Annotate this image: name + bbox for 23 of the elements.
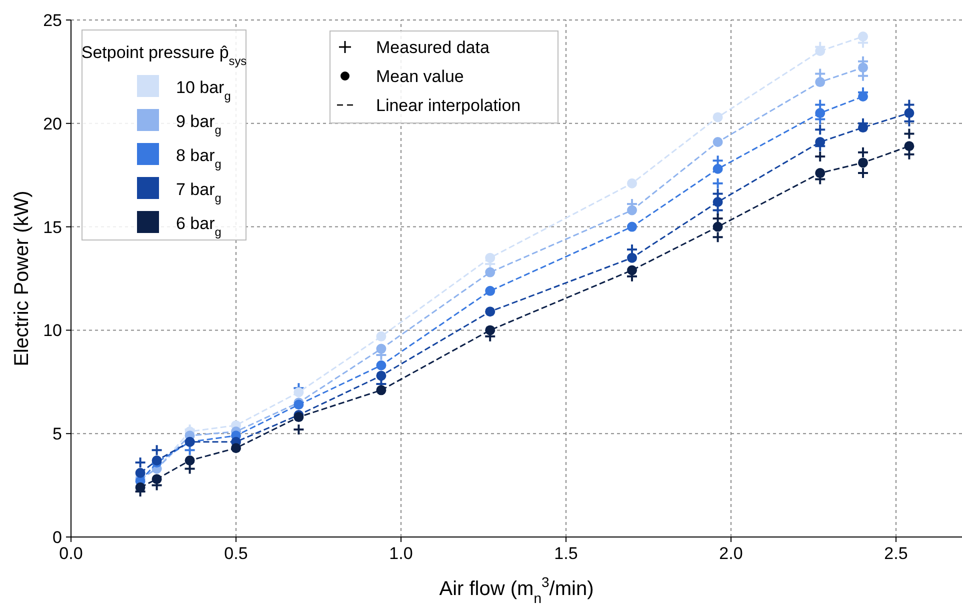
x-tick-label: 1.5 (554, 544, 578, 563)
y-tick-label: 15 (43, 218, 62, 237)
annotation: Linear interpolation (376, 96, 521, 115)
y-tick-label: 20 (43, 114, 62, 134)
legend-label: 8 bar$_{g}$ (176, 146, 222, 171)
legend-label: 10 bar$_{g}$ (176, 78, 231, 103)
y-axis-title: Electric Power (kW) (11, 190, 33, 366)
legend-label: 7 bar$_{g}$ (176, 180, 222, 205)
legend-label: 6 bar$_{g}$ (176, 214, 222, 239)
x-axis-title: Air flow (m$_{n}$$^{3}$/min) (439, 574, 594, 606)
annotation: Mean value (376, 67, 464, 86)
x-tick-label: 0.5 (224, 544, 248, 563)
y-tick-label: 10 (43, 321, 62, 340)
y-tick-label: 5 (52, 424, 62, 444)
x-tick-label: 1.0 (389, 544, 413, 563)
legend-label: 9 bar$_{g}$ (176, 112, 222, 137)
x-tick-label: 2.5 (884, 544, 908, 563)
x-tick-label: 0.0 (59, 544, 83, 563)
y-tick-label: 0 (52, 528, 62, 547)
y-tick-label: 25 (43, 11, 62, 30)
annotation: Measured data (376, 38, 490, 57)
legend-title: Setpoint pressure p̂$_{sys}$ (81, 43, 247, 68)
x-tick-label: 2.0 (719, 544, 743, 563)
